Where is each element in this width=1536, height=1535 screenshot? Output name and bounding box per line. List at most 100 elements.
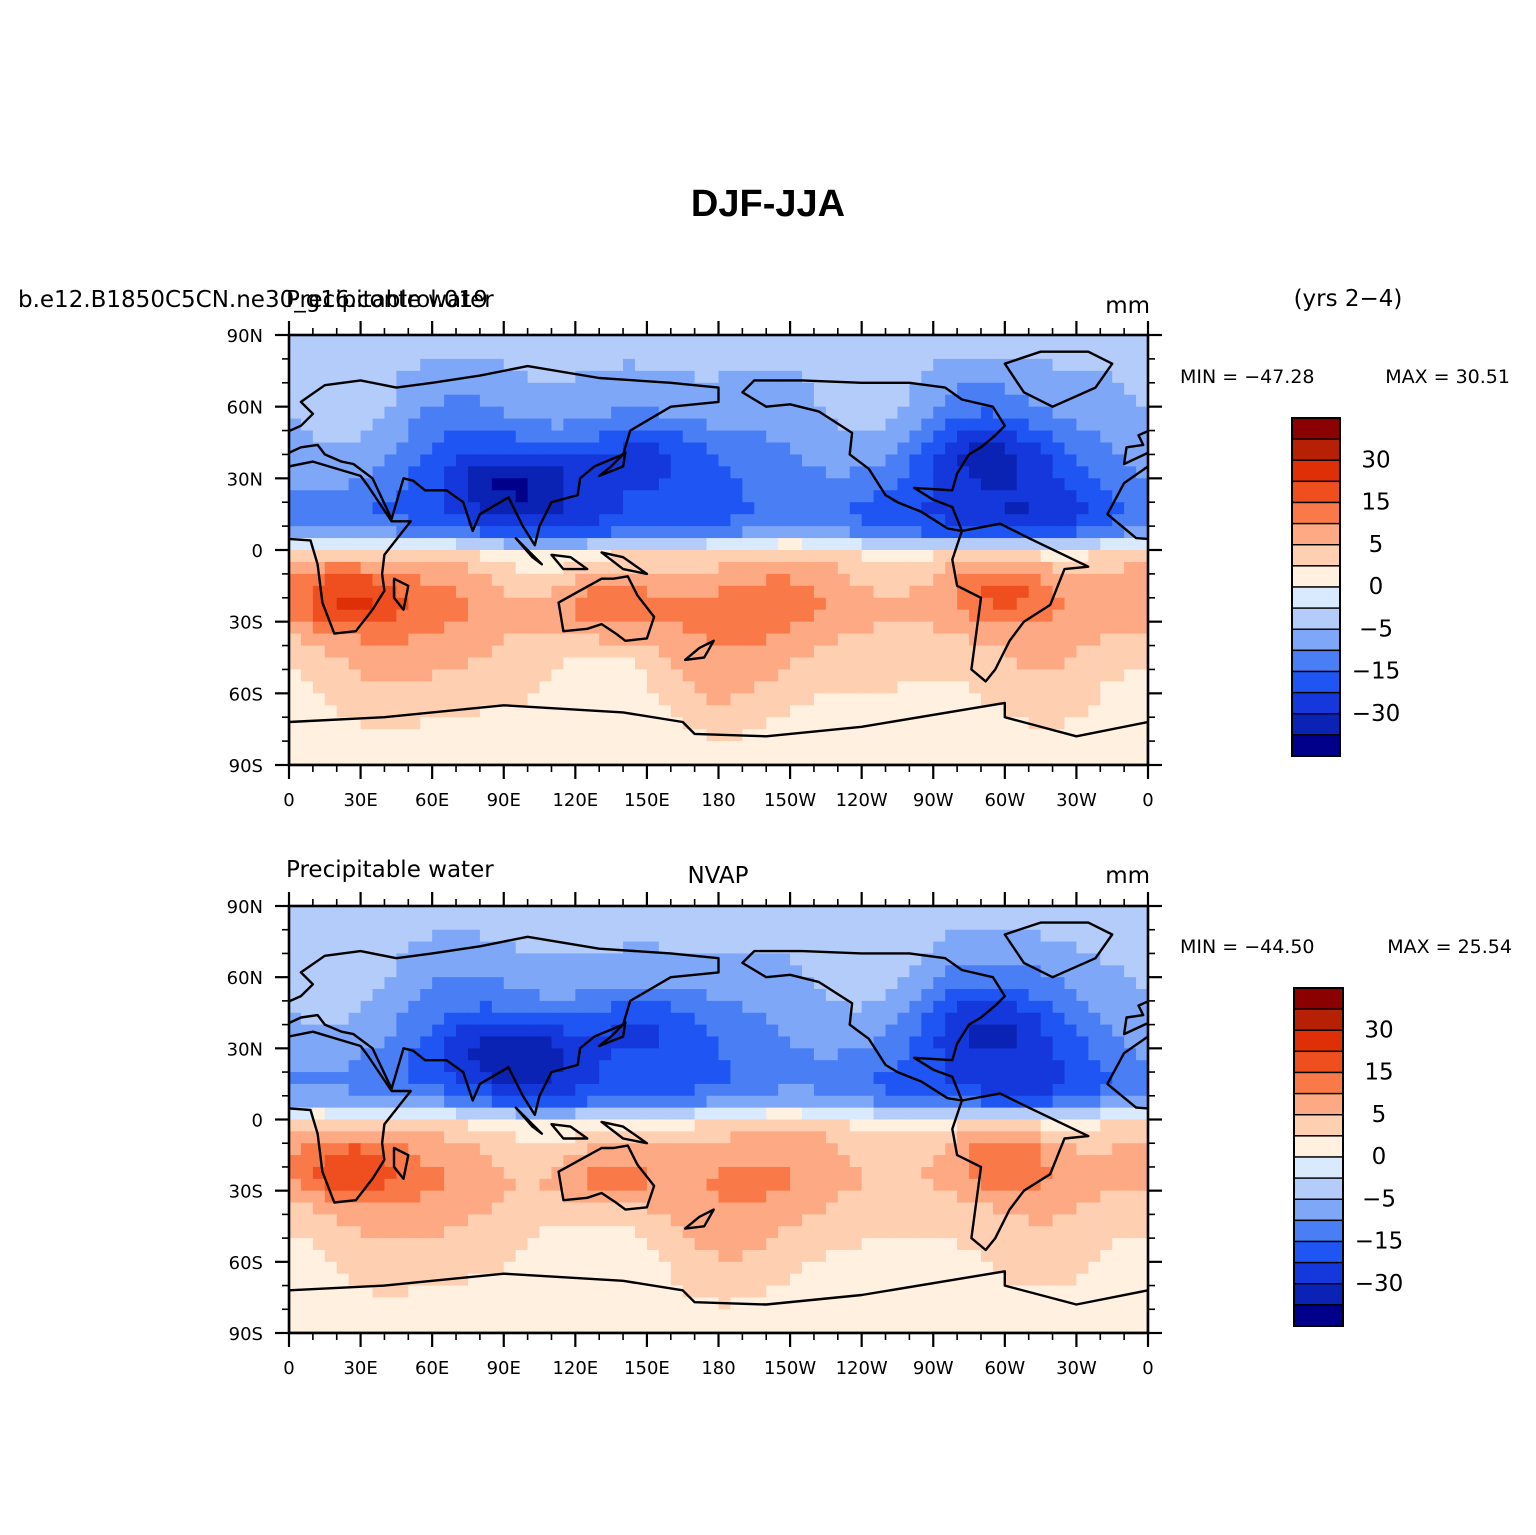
- field-cell: [360, 561, 374, 575]
- field-cell: [300, 1119, 314, 1132]
- field-cell: [1112, 1166, 1125, 1180]
- field-cell: [515, 585, 529, 599]
- field-cell: [623, 729, 636, 742]
- field-cell: [718, 358, 732, 372]
- field-cell: [515, 466, 529, 479]
- field-cell: [599, 1214, 612, 1227]
- field-cell: [813, 609, 827, 623]
- field-cell: [1028, 621, 1042, 635]
- field-cell: [456, 1012, 469, 1026]
- field-cell: [754, 550, 767, 563]
- field-cell: [420, 1238, 433, 1251]
- field-cell: [885, 1048, 899, 1061]
- field-cell: [420, 430, 433, 444]
- field-cell: [790, 538, 803, 551]
- field-cell: [539, 1202, 553, 1215]
- field-cell: [957, 406, 970, 420]
- field-cell: [1088, 1261, 1101, 1275]
- field-cell: [646, 645, 660, 659]
- field-cell: [456, 1226, 469, 1239]
- field-cell: [491, 573, 505, 587]
- field-cell: [467, 965, 481, 978]
- field-cell: [945, 418, 958, 432]
- field-cell: [992, 669, 1006, 682]
- field-cell: [420, 406, 433, 420]
- field-cell: [861, 1024, 875, 1038]
- field-cell: [372, 346, 386, 360]
- field-cell: [706, 917, 720, 931]
- field-cell: [575, 370, 588, 384]
- coastline: [683, 639, 715, 662]
- field-cell: [587, 514, 600, 527]
- field-cell: [945, 1166, 958, 1180]
- field-cell: [1016, 1072, 1030, 1085]
- field-cell: [1100, 573, 1113, 587]
- field-cell: [1040, 989, 1054, 1002]
- panel1-map: 0 30E 60E 90E 120E 150E 180 150W 120W 90W 60W 30W 09…: [227, 321, 1162, 811]
- field-cell: [372, 418, 386, 432]
- field-cell: [885, 1095, 899, 1109]
- field-cell: [551, 514, 565, 527]
- x-tick-label: 60E: [415, 790, 449, 811]
- field-cell: [432, 917, 445, 931]
- field-cell: [491, 1060, 505, 1073]
- field-cell: [575, 633, 588, 647]
- field-cell: [599, 538, 612, 551]
- field-cell: [1052, 430, 1066, 444]
- field-cell: [861, 929, 875, 943]
- field-cell: [825, 941, 839, 955]
- field-cell: [539, 741, 553, 754]
- field-cell: [718, 1131, 732, 1144]
- field-cell: [456, 669, 469, 682]
- field-cell: [670, 929, 684, 943]
- field-cell: [706, 478, 720, 491]
- field-cell: [551, 406, 565, 420]
- field-cell: [611, 941, 624, 955]
- field-cell: [945, 917, 958, 931]
- field-cell: [1052, 514, 1066, 527]
- field-cell: [444, 1166, 457, 1180]
- field-cell: [694, 358, 708, 372]
- field-cell: [980, 645, 994, 659]
- field-cell: [790, 597, 803, 611]
- field-cell: [623, 490, 636, 503]
- field-cell: [754, 597, 767, 611]
- field-cell: [790, 1048, 803, 1061]
- field-cell: [1040, 977, 1054, 990]
- field-cell: [420, 585, 433, 599]
- field-cell: [503, 585, 517, 599]
- field-cell: [575, 418, 588, 432]
- field-cell: [766, 965, 779, 978]
- field-cell: [1004, 953, 1018, 966]
- field-cell: [503, 1024, 517, 1038]
- field-cell: [1124, 917, 1137, 931]
- field-cell: [694, 1131, 708, 1144]
- field-cell: [300, 514, 314, 527]
- field-cell: [300, 442, 314, 456]
- field-cell: [336, 597, 350, 611]
- field-cell: [945, 1249, 958, 1263]
- field-cell: [706, 550, 720, 563]
- field-cell: [348, 430, 362, 444]
- field-cell: [837, 1143, 851, 1156]
- field-cell: [682, 1155, 696, 1168]
- field-cell: [945, 977, 958, 990]
- field-cell: [825, 693, 839, 706]
- field-cell: [360, 358, 374, 372]
- field-cell: [969, 490, 982, 503]
- field-cell: [778, 705, 791, 718]
- field-cell: [372, 1024, 386, 1038]
- field-cell: [1016, 430, 1030, 444]
- field-cell: [551, 906, 565, 919]
- field-cell: [300, 370, 314, 384]
- field-cell: [861, 418, 875, 432]
- field-cell: [336, 1048, 350, 1061]
- field-cell: [479, 526, 493, 539]
- field-cell: [933, 645, 946, 659]
- field-cell: [384, 657, 397, 671]
- field-cell: [479, 573, 493, 587]
- field-cell: [933, 669, 946, 682]
- field-cell: [575, 929, 588, 943]
- field-cell: [456, 454, 469, 467]
- field-cell: [837, 657, 851, 671]
